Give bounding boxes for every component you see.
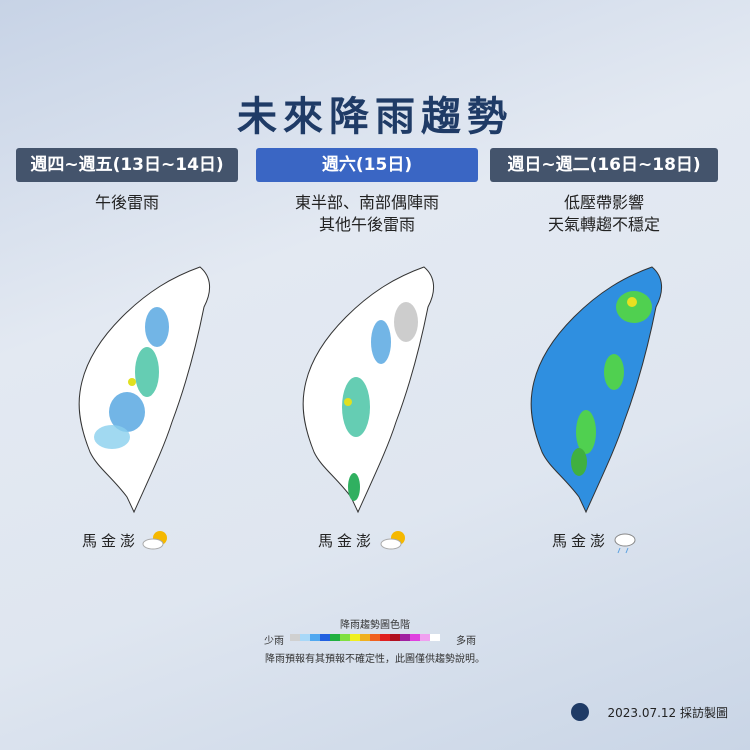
rain-scale xyxy=(290,634,440,641)
legend-high: 多雨 xyxy=(456,636,476,647)
text-line: 天氣轉趨不穩定 xyxy=(547,215,660,234)
weather-icons xyxy=(142,531,636,721)
islands-label: 馬金澎 xyxy=(318,532,376,550)
legend-low: 少雨 xyxy=(264,636,284,647)
panel-heading: 週六(15日) xyxy=(256,148,478,182)
panel-heading: 週四~週五(13日~14日) xyxy=(16,148,238,182)
panel-heading: 週日~週二(16日~18日) xyxy=(490,148,718,182)
text-line: 其他午後雷雨 xyxy=(318,215,415,234)
islands-label: 馬金澎 xyxy=(82,532,140,550)
panel-description: 低壓帶影響天氣轉趨不穩定 xyxy=(490,192,718,236)
credit: 2023.07.12 採訪製圖 xyxy=(607,706,728,720)
text-line: 午後雷雨 xyxy=(94,193,159,212)
text-line: 東半部、南部偶陣雨 xyxy=(294,193,439,212)
legend-note: 降雨預報有其預報不確定性，此圖僅供趨勢說明。 xyxy=(265,654,485,665)
panel-description: 東半部、南部偶陣雨 其他午後雷雨 xyxy=(256,192,478,236)
text-line: 低壓帶影響 xyxy=(563,193,644,212)
legend-title: 降雨趨勢圖色階 xyxy=(340,620,410,631)
map-3 xyxy=(530,266,663,513)
map-1 xyxy=(78,266,211,513)
map-2 xyxy=(302,266,435,513)
panel-description: 午後雷雨 xyxy=(16,192,238,214)
islands-label: 馬金澎 xyxy=(552,532,610,550)
title: 未來降雨趨勢 xyxy=(237,94,513,140)
